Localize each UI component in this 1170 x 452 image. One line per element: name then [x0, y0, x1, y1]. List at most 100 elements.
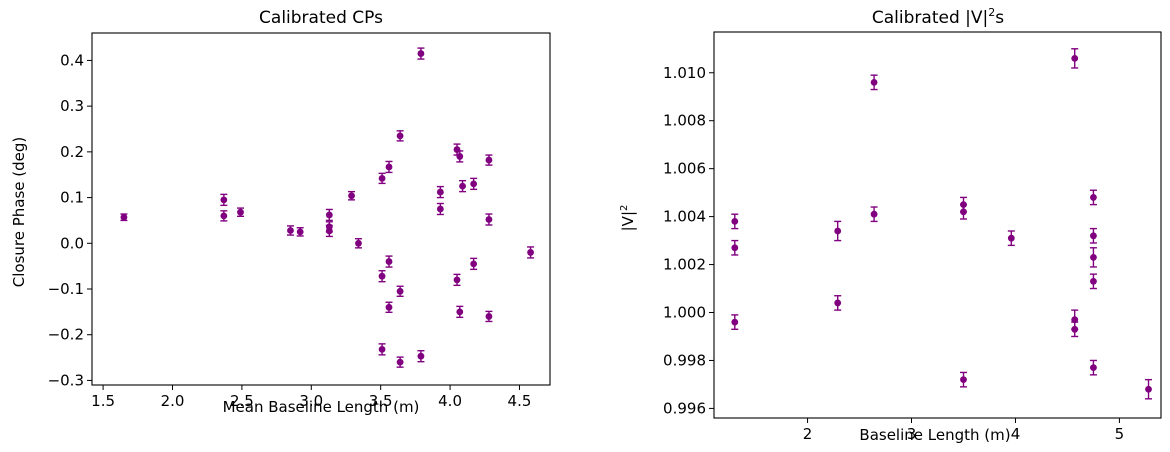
closure-phase-data-point [286, 225, 294, 236]
point-marker [1007, 234, 1015, 242]
point-marker [1090, 277, 1097, 285]
point-marker [396, 358, 404, 366]
point-marker [1071, 54, 1079, 62]
closure-phase-ytick-label: −0.3 [48, 371, 84, 389]
point-marker [296, 228, 304, 236]
point-marker [731, 244, 739, 252]
visibility-ticks: 2 3 4 5 0.996 0.998 1.000 1.002 1.004 1.006 1.008 1… [663, 64, 1124, 443]
point-marker [960, 208, 967, 216]
closure-phase-plot-frame [91, 32, 551, 386]
visibility-panel: Calibrated |V|2s Baseline Length (m) |V|… [619, 6, 1162, 444]
closure-phase-data-point [325, 224, 333, 238]
point-marker [385, 303, 393, 311]
closure-phase-data-point [396, 285, 404, 298]
closure-phase-xtick-label: 1.5 [91, 392, 115, 410]
point-marker [1090, 232, 1097, 240]
visibility-xtick-label: 2 [803, 425, 813, 443]
point-marker [470, 260, 478, 268]
closure-phase-ticks: 1.5 2.0 2.5 3.0 3.5 4.0 4.5 −0.3 −0.2 −0.1 0.0 0.1 0… [48, 51, 532, 410]
point-marker [1090, 194, 1097, 201]
closure-phase-xlabel: Mean Baseline Length (m) [223, 398, 420, 416]
closure-phase-data-point [378, 172, 386, 185]
point-marker [456, 153, 464, 160]
closure-phase-data-point [417, 350, 425, 363]
closure-phase-data-point [456, 305, 464, 319]
closure-phase-xtick-label: 2.0 [161, 392, 185, 410]
point-marker [220, 212, 228, 220]
closure-phase-ytick-label: 0.4 [60, 51, 84, 69]
visibility-data-point [959, 203, 967, 220]
closure-phase-data-point [527, 246, 535, 259]
closure-phase-xtick-label: 3.5 [369, 392, 393, 410]
closure-phase-data-point [385, 160, 393, 174]
point-marker [378, 272, 386, 280]
closure-phase-ytick-label: −0.1 [48, 280, 84, 298]
point-marker [417, 352, 425, 360]
closure-phase-title: Calibrated CPs [259, 8, 383, 28]
closure-phase-ytick-label: −0.2 [48, 326, 84, 344]
point-marker [417, 50, 425, 57]
visibility-ytick-label: 0.996 [663, 399, 706, 417]
visibility-ytick-label: 1.004 [663, 208, 706, 226]
visibility-title-text: Calibrated |V| [872, 8, 988, 28]
visibility-ytick-label: 1.000 [663, 304, 706, 322]
closure-phase-data-point [436, 185, 444, 199]
visibility-xtick-label: 5 [1115, 425, 1125, 443]
visibility-ylabel-text: |V| [619, 211, 637, 231]
closure-phase-ytick-label: 0.3 [60, 97, 84, 115]
visibility-data-point [1007, 230, 1015, 247]
visibility-data-point [1089, 227, 1097, 244]
closure-phase-data-point [354, 238, 362, 249]
closure-phase-xtick-label: 4.5 [508, 392, 532, 410]
visibility-data-point [731, 213, 739, 230]
point-marker [1071, 325, 1079, 333]
point-marker [453, 276, 461, 284]
closure-phase-data-point [237, 207, 245, 218]
visibility-ylabel: |V|2 [619, 205, 637, 232]
closure-phase-xtick-label: 4.0 [438, 392, 462, 410]
closure-phase-data-point [378, 343, 386, 356]
visibility-points [731, 48, 1153, 400]
point-marker [960, 376, 967, 384]
visibility-xtick-label: 4 [1011, 425, 1021, 443]
closure-phase-data-point [220, 193, 228, 207]
point-marker [287, 227, 294, 234]
point-marker [459, 182, 466, 190]
point-marker [731, 318, 739, 326]
point-marker [485, 156, 493, 164]
point-marker [436, 205, 444, 213]
visibility-data-point [731, 314, 739, 330]
closure-phase-data-point [453, 273, 461, 287]
visibility-ytick-label: 1.006 [663, 160, 706, 178]
point-marker [385, 163, 393, 171]
visibility-data-point [1089, 247, 1097, 268]
point-marker [378, 174, 386, 182]
point-marker [485, 216, 493, 223]
point-marker [834, 299, 842, 307]
point-marker [870, 210, 878, 218]
point-marker [237, 208, 244, 216]
visibility-title: Calibrated |V|2s [872, 6, 1004, 28]
point-marker [396, 287, 404, 295]
closure-phase-data-point [470, 177, 478, 191]
point-marker [485, 313, 493, 320]
point-marker [385, 258, 393, 265]
closure-phase-data-point [396, 130, 404, 142]
closure-phase-data-point [385, 301, 393, 314]
closure-phase-data-point [396, 356, 404, 368]
closure-phase-data-point [378, 270, 386, 283]
visibility-xtick-label: 3 [907, 425, 917, 443]
visibility-ylabel-sup: 2 [619, 205, 630, 211]
point-marker [456, 308, 464, 316]
visibility-data-point [1145, 378, 1153, 400]
point-marker [378, 345, 386, 353]
point-marker [870, 78, 878, 86]
visibility-data-point [870, 206, 878, 223]
point-marker [325, 211, 333, 219]
visibility-data-point [1071, 48, 1079, 69]
point-marker [348, 192, 355, 200]
closure-phase-data-point [470, 257, 478, 271]
closure-phase-ylabel: Closure Phase (deg) [10, 137, 28, 288]
visibility-data-point [1089, 359, 1097, 376]
